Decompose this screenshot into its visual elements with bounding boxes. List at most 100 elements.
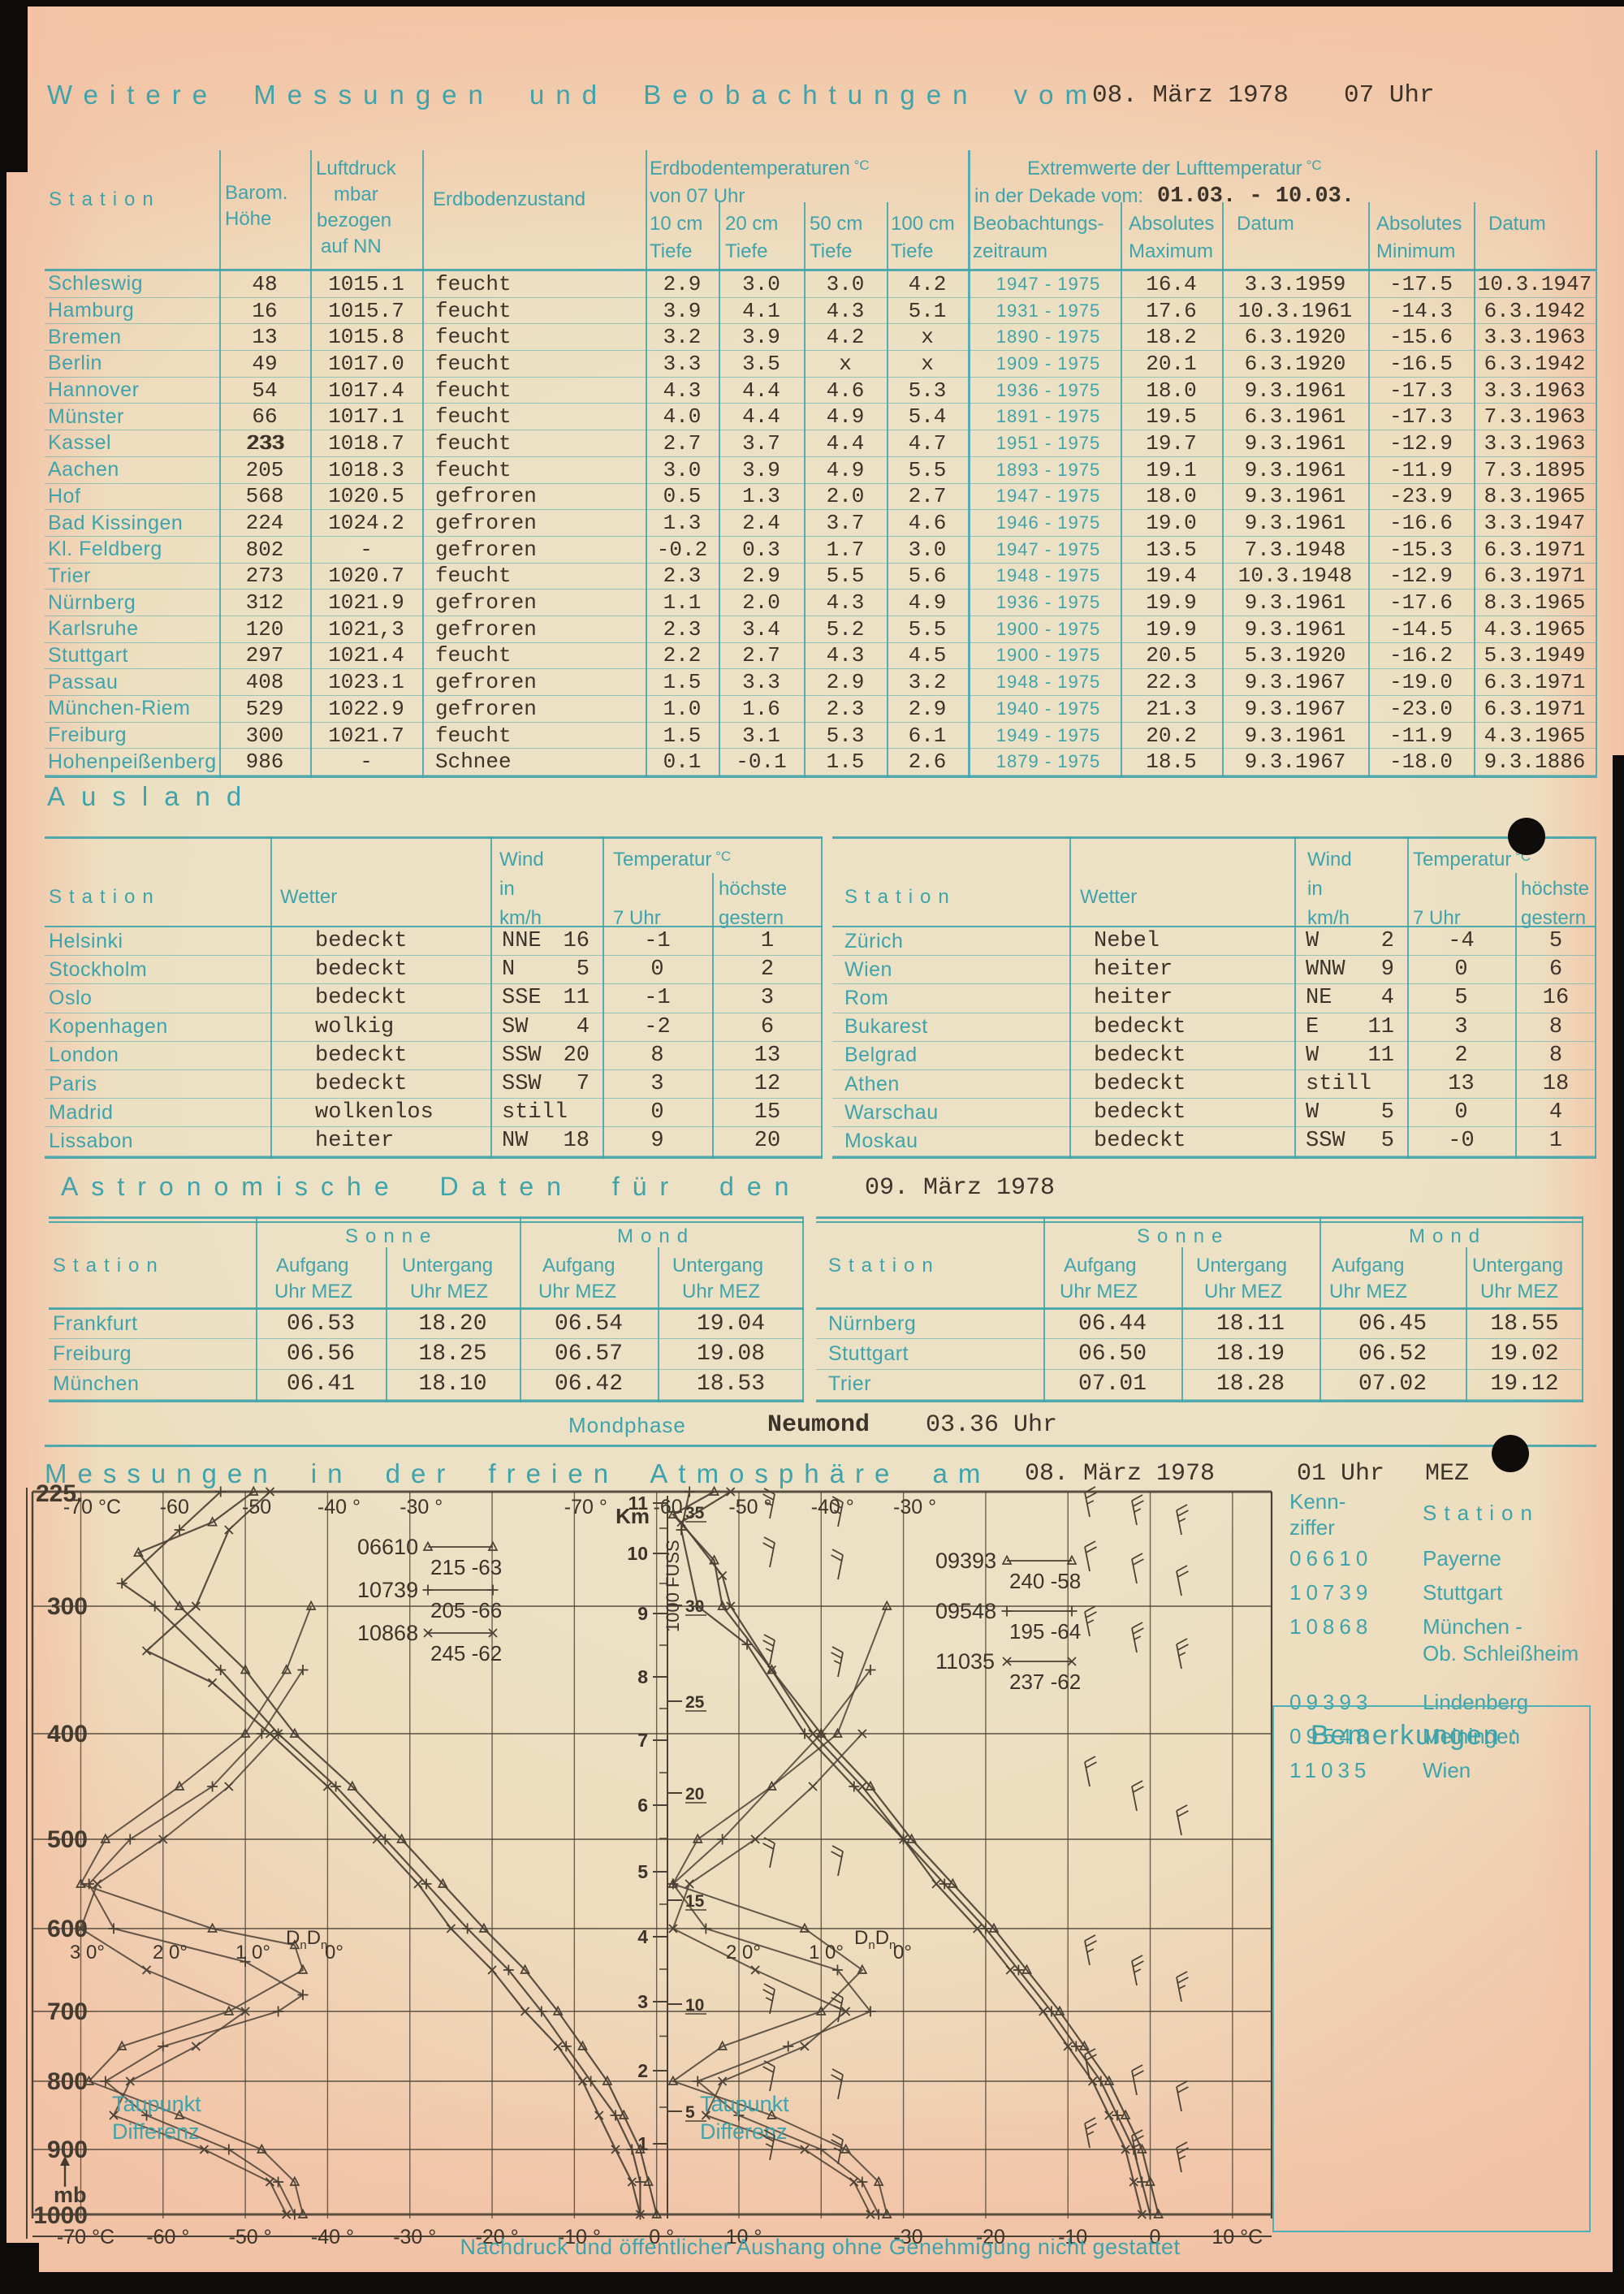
wind-dir: NNE bbox=[502, 929, 542, 954]
table-vline bbox=[1121, 202, 1122, 778]
temp-max-gestern: 18 bbox=[1515, 1070, 1596, 1099]
temp-100cm: 4.5 bbox=[887, 643, 968, 670]
abs-maximum: 18.0 bbox=[1121, 484, 1222, 511]
wind: SSW 5 bbox=[1294, 1127, 1407, 1156]
temp-curve-06610 bbox=[136, 1491, 658, 2215]
col-header-7uhr: 7 Uhr bbox=[613, 907, 661, 929]
col-header-tiefe: Tiefe bbox=[891, 240, 934, 262]
temp-50cm: 4.3 bbox=[804, 643, 887, 670]
barom-hoehe: 408 bbox=[219, 669, 310, 696]
table-vline bbox=[887, 202, 888, 778]
col-header-wind: Wind bbox=[1307, 849, 1352, 871]
abs-minimum: -16.2 bbox=[1368, 643, 1474, 670]
col-header-station: Station bbox=[53, 1255, 165, 1277]
main-table-body: Schleswig 48 1015.1 feucht 2.9 3.0 3.0 4.2 1947 … bbox=[45, 271, 1596, 776]
mondphase-label: Mondphase bbox=[568, 1413, 686, 1437]
chart-legend-code: 10739 bbox=[357, 1578, 418, 1602]
km-tick: 4 bbox=[637, 1926, 648, 1947]
wind-barb bbox=[1176, 1504, 1189, 1536]
temp-100cm: 5.1 bbox=[887, 298, 968, 325]
max-datum: 9.3.1961 bbox=[1222, 484, 1368, 511]
station-name: Lissabon bbox=[45, 1127, 270, 1156]
km-tick: 6 bbox=[637, 1795, 648, 1816]
col-header-dekade: in der Dekade vom: bbox=[974, 185, 1144, 207]
temp-100cm: 4.2 bbox=[887, 271, 968, 298]
max-datum: 10.3.1948 bbox=[1222, 564, 1368, 590]
table-vline bbox=[1515, 873, 1517, 1159]
pressure-label: 500 bbox=[47, 1826, 88, 1853]
table-hline bbox=[816, 1221, 1583, 1223]
wind-barb bbox=[1131, 1780, 1144, 1812]
wind-barb bbox=[831, 1549, 844, 1580]
col-header-station: Station bbox=[828, 1255, 940, 1277]
chart-legend-tropopause: 237 -62 bbox=[1009, 1670, 1081, 1694]
pressure-label: 300 bbox=[47, 1593, 88, 1620]
luftdruck: - bbox=[310, 749, 422, 776]
col-header-hoechste: höchste bbox=[719, 878, 788, 900]
abs-maximum: 20.2 bbox=[1121, 723, 1222, 750]
min-datum: 8.3.1965 bbox=[1474, 590, 1596, 616]
station-name: Karlsruhe bbox=[45, 616, 219, 643]
wind-dir: W bbox=[1306, 1043, 1320, 1068]
temp-100cm: 5.4 bbox=[887, 404, 968, 431]
barom-hoehe: 273 bbox=[219, 564, 310, 590]
temp-curve-10868 bbox=[145, 1491, 641, 2215]
col-header-barom: Höhe bbox=[225, 208, 272, 230]
wetter: bedeckt bbox=[1069, 1042, 1294, 1070]
wind-barb bbox=[762, 1488, 775, 1519]
wind: still bbox=[1294, 1070, 1407, 1099]
mondphase-value: Neumond bbox=[767, 1411, 870, 1439]
temp-20cm: 2.4 bbox=[719, 510, 804, 537]
table-hline bbox=[45, 1156, 823, 1159]
abs-minimum: -19.0 bbox=[1368, 669, 1474, 696]
temp-7uhr: 0 bbox=[603, 1099, 712, 1128]
table-vline bbox=[1043, 1216, 1045, 1402]
temp-label-bottom: -40 ° bbox=[311, 2226, 354, 2249]
station-name: Trier bbox=[45, 564, 219, 590]
time-su: 18.10 bbox=[386, 1370, 520, 1400]
temp-50cm: 4.3 bbox=[804, 298, 887, 325]
beobachtungszeitraum: 1879 - 1975 bbox=[968, 749, 1121, 776]
chart-legend-code: 11035 bbox=[935, 1649, 995, 1674]
barom-hoehe: 986 bbox=[219, 749, 310, 776]
temp-100cm: 4.7 bbox=[887, 430, 968, 457]
fuss-tick: 20 bbox=[685, 1785, 704, 1804]
col-header-wind: in bbox=[1307, 878, 1323, 900]
erdbodenzustand: feucht bbox=[422, 643, 646, 670]
erdbodenzustand: gefroren bbox=[422, 669, 646, 696]
beobachtungszeitraum: 1900 - 1975 bbox=[968, 643, 1121, 670]
astro-table-left: Sonne Mond Station Aufgang Uhr MEZ Untergang U… bbox=[49, 1216, 804, 1402]
km-tick: 11 bbox=[628, 1493, 649, 1514]
table-hline bbox=[49, 1221, 804, 1223]
time-mu: 19.08 bbox=[658, 1339, 804, 1370]
legend-station-code: 11035 bbox=[1289, 1758, 1371, 1782]
report-date: 08. März 1978 bbox=[1092, 81, 1289, 110]
temp-20cm: 3.9 bbox=[719, 457, 804, 484]
col-header-hoechste: gestern bbox=[1521, 907, 1587, 929]
table-vline bbox=[802, 1216, 804, 1402]
abs-maximum: 20.5 bbox=[1121, 643, 1222, 670]
temp-50cm: 4.3 bbox=[804, 590, 887, 616]
temp-10cm: 2.7 bbox=[646, 430, 719, 457]
luftdruck: 1017.1 bbox=[310, 404, 422, 431]
copyright-footer: Nachdruck und öffentlicher Aushang ohne … bbox=[460, 2235, 1181, 2259]
wind-speed: 9 bbox=[1380, 957, 1394, 983]
barom-hoehe: 312 bbox=[219, 590, 310, 616]
luftdruck: 1023.1 bbox=[310, 669, 422, 696]
time-sa: 06.41 bbox=[256, 1370, 386, 1400]
col-header-aufgang: Aufgang bbox=[542, 1255, 615, 1277]
pressure-label: 700 bbox=[47, 1998, 88, 2025]
temp-7uhr: 5 bbox=[1407, 984, 1515, 1013]
temp-label-top: -30 ° bbox=[400, 1496, 443, 1519]
wind: W 11 bbox=[1294, 1042, 1407, 1070]
max-datum: 9.3.1961 bbox=[1222, 510, 1368, 537]
station-name: Hohenpeißenberg bbox=[45, 749, 219, 776]
col-header-barom: Barom. bbox=[225, 182, 288, 204]
temp-label-bottom: 10 °C bbox=[1212, 2226, 1263, 2249]
temp-10cm: 1.3 bbox=[646, 510, 719, 537]
temp-label-bottom: -60 ° bbox=[146, 2226, 189, 2249]
barom-hoehe: 300 bbox=[219, 723, 310, 750]
table-hline bbox=[816, 1307, 1583, 1310]
temp-50cm: 2.9 bbox=[804, 669, 887, 696]
